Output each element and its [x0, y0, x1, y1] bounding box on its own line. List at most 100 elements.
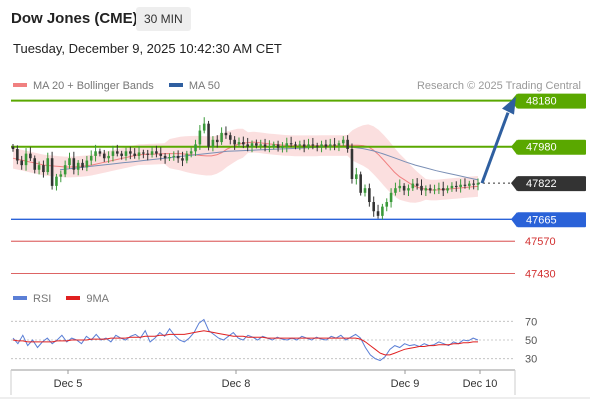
candle-body [111, 151, 115, 156]
candle-body [385, 202, 389, 207]
rsi-legend-swatch [13, 296, 27, 301]
candle-body [81, 162, 84, 168]
candle-body [428, 188, 432, 191]
candle-body [224, 132, 228, 136]
candle-body [94, 151, 97, 156]
candle-body [50, 158, 54, 186]
candle-body [424, 188, 428, 191]
candle-body [107, 155, 110, 159]
candle-body [328, 144, 332, 147]
x-tick-label: Dec 5 [54, 378, 83, 390]
candle-body [129, 151, 132, 154]
candle-body [250, 143, 254, 147]
candle-body [268, 146, 271, 148]
candle-body [228, 135, 232, 140]
candle-body [394, 188, 397, 193]
candle-body [11, 146, 15, 150]
candle-body [281, 146, 284, 148]
candle-body [102, 153, 106, 159]
candle-body [20, 160, 23, 166]
forecast-arrow-head [502, 96, 516, 115]
candle-body [211, 139, 215, 147]
candle-body [176, 155, 180, 159]
candle-body [302, 144, 306, 147]
candle-body [37, 165, 41, 170]
candle-body [454, 185, 458, 188]
candle-body [441, 188, 445, 191]
rsi-tick-label: 50 [525, 335, 537, 347]
candle-body [437, 188, 441, 190]
candle-body [294, 144, 297, 146]
candle-body [24, 153, 28, 166]
candle-body [168, 157, 171, 159]
research-credit: Research © 2025 Trading Central [416, 80, 581, 92]
candle-body [63, 165, 67, 175]
candle-body [472, 183, 475, 185]
x-tick-label: Dec 10 [463, 378, 498, 390]
candle-body [146, 153, 150, 155]
candle-body [263, 144, 267, 147]
timeframe-button[interactable]: 30 MIN [136, 7, 191, 31]
candle-body [116, 151, 119, 154]
candle-body [172, 155, 176, 158]
candle-body [346, 139, 349, 150]
candle-body [150, 151, 154, 155]
candle-body [55, 176, 58, 186]
candle-body [411, 183, 415, 189]
candle-body [355, 174, 358, 179]
level-tag-tip-47980 [511, 139, 517, 155]
candle-body [398, 185, 402, 189]
rsi-tick-label: 30 [525, 354, 537, 366]
rsi-tick-label: 70 [525, 316, 537, 328]
chart-header: Dow Jones (CME) 30 MIN [0, 0, 590, 36]
candle-body [194, 144, 197, 152]
candle-body [315, 145, 319, 147]
last-price-tag-tip [511, 176, 517, 192]
level-label-47665: 47665 [526, 214, 557, 226]
candle-body [16, 149, 19, 161]
forecast-arrow-shaft [480, 112, 510, 184]
ma9-legend-swatch [66, 296, 81, 301]
level-label-47980: 47980 [526, 142, 557, 154]
rsi-legend: RSI 9MA [13, 293, 109, 305]
candle-body [29, 153, 32, 159]
candle-body [337, 143, 341, 146]
candle-body [476, 183, 480, 185]
candle-body [42, 165, 45, 173]
candle-body [389, 192, 393, 203]
ma20-legend-swatch [13, 83, 27, 88]
candle-body [246, 144, 249, 147]
candle-body [89, 155, 93, 161]
candle-body [76, 162, 80, 170]
candle-body [220, 132, 223, 143]
candle-body [68, 158, 71, 166]
candle-body [433, 189, 436, 191]
candle-body [255, 143, 258, 146]
instrument-title: Dow Jones (CME) [11, 10, 138, 27]
level-tag-tip-47665 [511, 212, 517, 228]
candle-body [142, 152, 145, 154]
candle-body [198, 130, 202, 145]
candle-body [363, 188, 367, 193]
candle-body [341, 139, 345, 144]
candle-body [181, 158, 184, 161]
candle-body [72, 158, 76, 170]
candle-body [415, 183, 419, 186]
candle-body [163, 155, 167, 159]
candle-body [450, 185, 454, 189]
last-price-tag [517, 176, 586, 192]
ma50-legend-label: MA 50 [188, 80, 221, 92]
candle-body [307, 144, 310, 147]
candle-body [120, 153, 123, 156]
level-label-47570: 47570 [525, 236, 556, 248]
candle-body [185, 153, 189, 161]
last-price-label: 47822 [526, 178, 557, 190]
level-tag-47980 [517, 139, 586, 155]
candle-body [159, 153, 163, 156]
price-legend: MA 20 + Bollinger Bands MA 50 [13, 80, 220, 92]
candle-body [285, 143, 289, 147]
candle-body [407, 188, 410, 191]
level-label-47430: 47430 [525, 268, 556, 280]
candle-body [124, 151, 128, 156]
